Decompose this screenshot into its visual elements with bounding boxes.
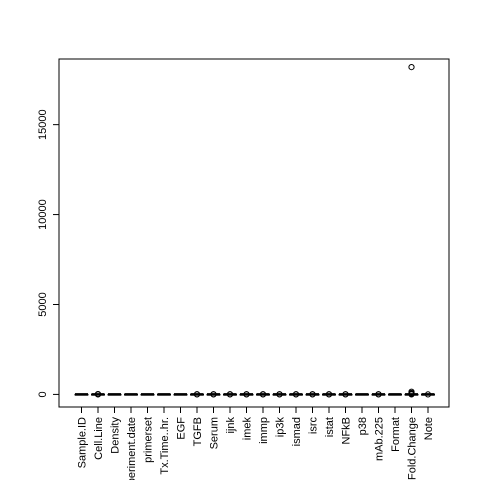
x-tick-label: imek — [242, 417, 254, 441]
x-tick-label: Sample.ID — [77, 417, 89, 468]
box-p38 — [355, 393, 369, 396]
x-tick-label: p38 — [357, 417, 369, 435]
outlier-point — [210, 391, 217, 398]
x-tick-label: Fold.Change — [407, 417, 419, 480]
box-imek — [239, 391, 254, 398]
box-Cell.Line — [91, 390, 105, 398]
x-tick-label: istat — [324, 417, 336, 437]
x-tick-label: isrc — [308, 417, 320, 435]
box-NFkB — [338, 391, 353, 398]
boxes-layer — [74, 63, 435, 398]
y-tick-label: 0 — [37, 391, 49, 397]
y-tick-label: 10000 — [37, 199, 49, 230]
outlier-point — [259, 391, 267, 398]
x-tick-label: Tx.Time..hr. — [159, 417, 171, 475]
outlier-point — [226, 391, 234, 398]
outlier-point — [408, 63, 415, 71]
box-Fold.Change — [404, 63, 419, 398]
box-isrc — [305, 391, 320, 398]
box-Serum — [206, 391, 221, 398]
outlier-point — [408, 388, 415, 395]
box-ismad — [289, 391, 303, 398]
outlier-point — [292, 391, 300, 398]
box-primerset — [140, 393, 155, 396]
outlier-point — [375, 391, 382, 398]
outlier-point — [193, 391, 201, 398]
box-Note — [421, 391, 435, 398]
outlier-point — [309, 391, 316, 398]
x-tick-label: ijnk — [225, 417, 237, 434]
x-tick-label: Density — [110, 417, 122, 454]
x-tick-label: periment.date — [126, 417, 138, 480]
outlier-point — [342, 391, 349, 398]
box-Sample.ID — [74, 393, 89, 396]
box-periment.date — [124, 393, 138, 396]
box-istat — [322, 391, 336, 398]
x-tick-label: Serum — [209, 417, 221, 449]
x-tick-label: EGF — [176, 417, 188, 440]
y-axis: 0 5000 10000 15000 — [37, 109, 59, 397]
outlier-point — [243, 391, 250, 398]
x-tick-label: TGFB — [192, 417, 204, 446]
box-Tx.Time..hr. — [157, 393, 171, 396]
x-tick-label: NFkB — [341, 417, 353, 445]
box-immp — [256, 391, 270, 398]
y-tick-label: 5000 — [37, 292, 49, 316]
outlier-point — [276, 391, 283, 398]
x-tick-label: Format — [390, 417, 402, 452]
box-mAb.225 — [371, 391, 386, 398]
box-TGFB — [190, 391, 204, 398]
box-EGF — [173, 393, 188, 396]
outlier-point — [424, 391, 432, 398]
box-ijnk — [223, 391, 237, 398]
x-tick-label: mAb.225 — [374, 417, 386, 461]
x-tick-label: Note — [423, 417, 435, 440]
x-tick-label: immp — [258, 417, 270, 444]
box-ip3k — [272, 391, 287, 398]
x-tick-label: Cell.Line — [93, 417, 105, 460]
outlier-point — [94, 390, 102, 398]
x-tick-label: ismad — [291, 417, 303, 446]
y-tick-label: 15000 — [37, 109, 49, 140]
x-tick-label: ip3k — [275, 417, 287, 438]
x-tick-label: primerset — [143, 417, 155, 463]
outlier-point — [325, 391, 333, 398]
box-Format — [388, 393, 402, 396]
box-Density — [107, 393, 122, 396]
x-axis: Sample.ID Cell.Line Density periment.date pr… — [77, 407, 435, 484]
plot-frame — [58, 58, 450, 408]
